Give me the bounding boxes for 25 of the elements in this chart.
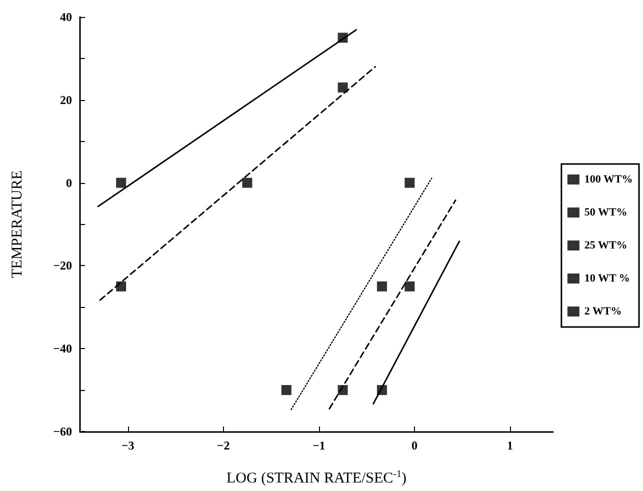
point <box>404 281 415 292</box>
x-tick-label: −3 <box>121 438 134 452</box>
y-tick-label: −20 <box>53 258 72 273</box>
point <box>281 385 292 396</box>
legend-label: 2 WT% <box>584 306 622 318</box>
x-tick-label: −1 <box>312 438 326 452</box>
x-tick-label: −2 <box>216 438 230 452</box>
point <box>376 281 387 292</box>
y-tick-label: 0 <box>66 176 72 190</box>
legend-label: 50 WT% <box>584 206 628 218</box>
legend-label: 25 WT% <box>584 240 628 252</box>
point <box>242 178 252 188</box>
point <box>116 281 126 292</box>
y-tick-label: −40 <box>53 342 72 356</box>
y-tick-label: 40 <box>60 10 72 24</box>
y-tick-label: −60 <box>53 424 72 438</box>
point <box>116 178 126 188</box>
y-axis-title: TEMPERATURE <box>10 170 26 278</box>
x-tick-label: 0 <box>411 438 418 452</box>
x-tick-label: 1 <box>507 438 513 452</box>
legend-label: 100 WT% <box>584 174 633 186</box>
point <box>338 82 348 92</box>
y-tick-label: 20 <box>60 92 72 107</box>
legend-label: 10 WT % <box>584 272 630 284</box>
point <box>404 178 415 188</box>
